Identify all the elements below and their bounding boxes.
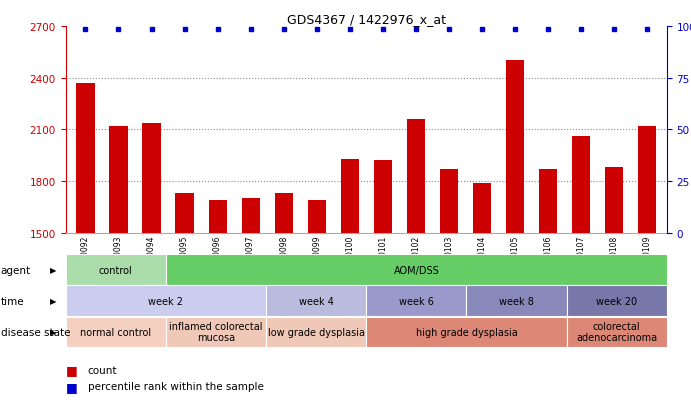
- Text: time: time: [1, 296, 24, 306]
- Bar: [638, 127, 656, 233]
- Bar: [266, 286, 366, 316]
- Bar: [539, 170, 557, 233]
- Bar: [407, 120, 425, 233]
- Bar: [567, 317, 667, 347]
- Text: week 6: week 6: [399, 296, 434, 306]
- Bar: [366, 317, 567, 347]
- Bar: [567, 286, 667, 316]
- Bar: [366, 286, 466, 316]
- Bar: [506, 61, 524, 233]
- Text: percentile rank within the sample: percentile rank within the sample: [88, 381, 264, 391]
- Bar: [572, 137, 590, 233]
- Text: high grade dysplasia: high grade dysplasia: [415, 327, 518, 337]
- Bar: [77, 83, 95, 233]
- Text: week 2: week 2: [149, 296, 183, 306]
- Bar: [605, 168, 623, 233]
- Text: agent: agent: [1, 265, 31, 275]
- Bar: [109, 127, 128, 233]
- Text: ▶: ▶: [50, 266, 56, 274]
- Text: week 8: week 8: [499, 296, 534, 306]
- Bar: [142, 123, 160, 233]
- Bar: [242, 199, 260, 233]
- Text: ▶: ▶: [50, 328, 56, 336]
- Text: AOM/DSS: AOM/DSS: [393, 265, 439, 275]
- Bar: [176, 194, 193, 233]
- Text: disease state: disease state: [1, 327, 70, 337]
- Bar: [466, 286, 567, 316]
- Bar: [209, 201, 227, 233]
- Text: ■: ■: [66, 363, 77, 376]
- Text: normal control: normal control: [80, 327, 151, 337]
- Text: inflamed colorectal
mucosa: inflamed colorectal mucosa: [169, 321, 263, 343]
- Bar: [266, 317, 366, 347]
- Text: colorectal
adenocarcinoma: colorectal adenocarcinoma: [576, 321, 657, 343]
- Bar: [166, 255, 667, 285]
- Bar: [374, 161, 392, 233]
- Bar: [439, 170, 458, 233]
- Bar: [166, 317, 266, 347]
- Bar: [66, 317, 166, 347]
- Text: ▶: ▶: [50, 297, 56, 305]
- Text: count: count: [88, 365, 117, 375]
- Text: control: control: [99, 265, 133, 275]
- Text: week 20: week 20: [596, 296, 637, 306]
- Bar: [66, 286, 266, 316]
- Title: GDS4367 / 1422976_x_at: GDS4367 / 1422976_x_at: [287, 13, 446, 26]
- Bar: [307, 201, 325, 233]
- Text: ■: ■: [66, 380, 77, 393]
- Bar: [473, 183, 491, 233]
- Text: week 4: week 4: [299, 296, 334, 306]
- Bar: [341, 159, 359, 233]
- Bar: [274, 194, 293, 233]
- Text: low grade dysplasia: low grade dysplasia: [267, 327, 365, 337]
- Bar: [66, 255, 166, 285]
